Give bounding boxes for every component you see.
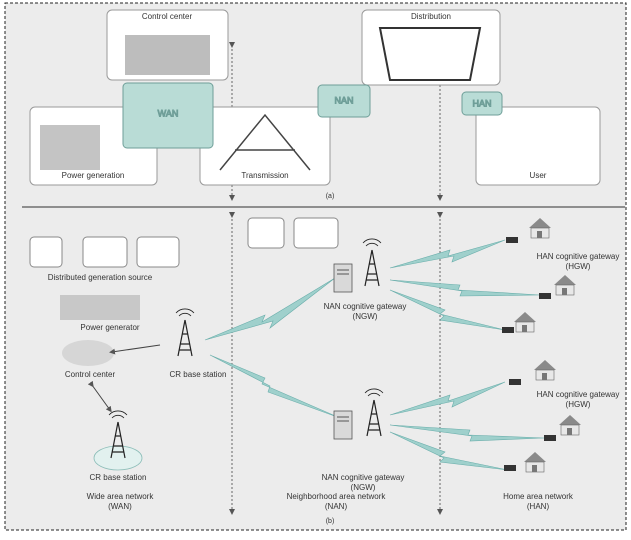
diagram: Control center Distribution Power genera… bbox=[0, 0, 631, 535]
icon bbox=[294, 218, 338, 248]
hub-label: NAN bbox=[334, 95, 353, 105]
label: Wide area network bbox=[87, 492, 155, 501]
label: Control center bbox=[65, 370, 116, 379]
node-box bbox=[362, 10, 500, 85]
icon bbox=[83, 237, 127, 267]
label: (NGW) bbox=[351, 483, 376, 492]
gateway bbox=[504, 465, 516, 471]
label: (NAN) bbox=[325, 502, 348, 511]
label: Home area network bbox=[503, 492, 574, 501]
gateway bbox=[502, 327, 514, 333]
cloud bbox=[94, 446, 142, 470]
hub-label: HAN bbox=[472, 98, 491, 108]
label: NAN cognitive gateway bbox=[322, 473, 405, 482]
page: {"panel_a": { "nodes": ["Control center"… bbox=[0, 0, 631, 535]
label: (NGW) bbox=[353, 312, 378, 321]
label: CR base station bbox=[90, 473, 147, 482]
server bbox=[334, 264, 352, 292]
caption: (b) bbox=[326, 518, 335, 525]
label: CR base station bbox=[170, 370, 227, 379]
node-label: Power generation bbox=[62, 171, 125, 180]
label: (HAN) bbox=[527, 502, 550, 511]
label: HAN cognitive gateway bbox=[537, 390, 620, 399]
label: Neighborhood area network bbox=[287, 492, 387, 501]
gateway bbox=[544, 435, 556, 441]
icon bbox=[60, 295, 140, 320]
label: NAN cognitive gateway bbox=[324, 302, 407, 311]
server bbox=[334, 411, 352, 439]
photo bbox=[40, 125, 100, 170]
icon bbox=[30, 237, 62, 267]
gateway bbox=[539, 293, 551, 299]
gateway bbox=[506, 237, 518, 243]
gateway bbox=[509, 379, 521, 385]
photo bbox=[125, 35, 210, 75]
caption: (a) bbox=[326, 193, 335, 200]
node-label: User bbox=[530, 171, 547, 180]
node-label: Transmission bbox=[241, 171, 288, 180]
label: Power generator bbox=[80, 323, 139, 332]
label: (HGW) bbox=[566, 400, 591, 409]
label: Distributed generation source bbox=[48, 273, 153, 282]
hub-label: WAN bbox=[158, 108, 179, 118]
label: (HGW) bbox=[566, 262, 591, 271]
icon bbox=[248, 218, 284, 248]
node-label: Distribution bbox=[411, 12, 451, 21]
node-label: Control center bbox=[142, 12, 193, 21]
label: HAN cognitive gateway bbox=[537, 252, 620, 261]
label: (WAN) bbox=[108, 502, 132, 511]
icon bbox=[137, 237, 179, 267]
icon bbox=[62, 340, 114, 366]
